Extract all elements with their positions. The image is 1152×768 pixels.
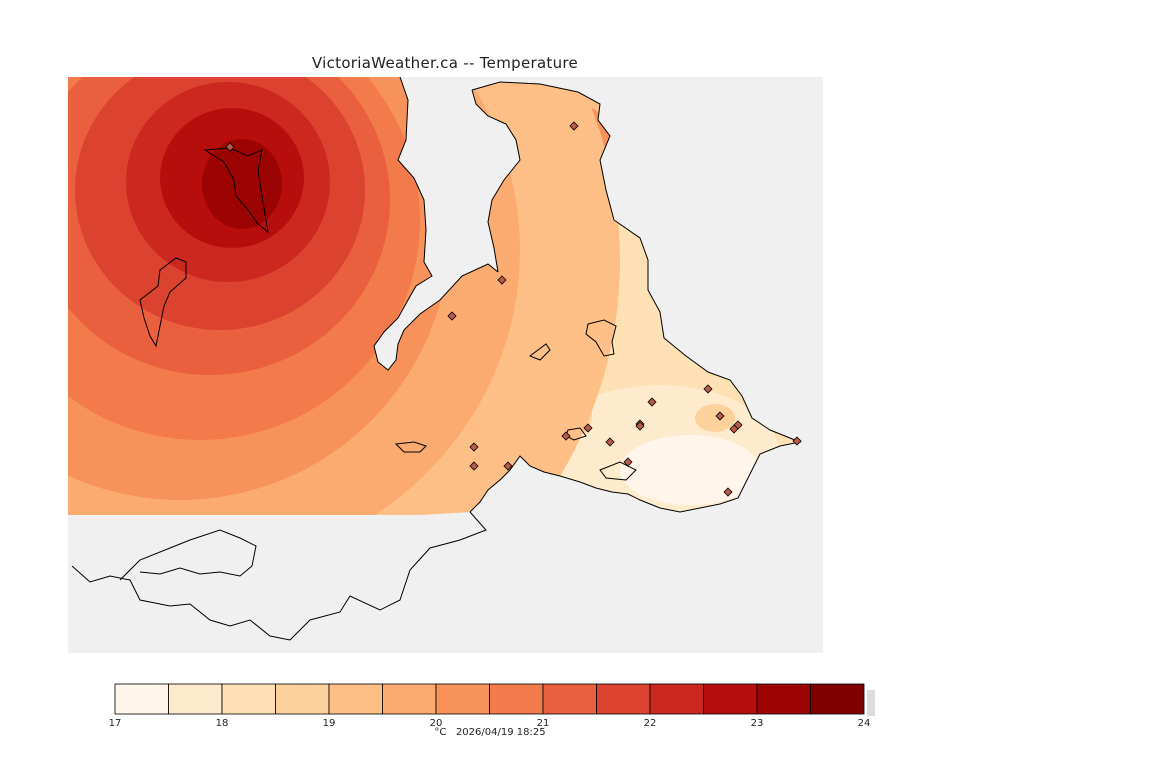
legend-tick-label: 23 <box>751 718 764 729</box>
legend-swatch <box>275 683 330 715</box>
station-marker[interactable] <box>647 397 657 407</box>
legend-swatch <box>221 683 276 715</box>
temperature-field <box>68 77 800 515</box>
unit-label: °C <box>434 727 447 738</box>
map-title: VictoriaWeather.ca -- Temperature <box>311 54 579 72</box>
legend-swatches <box>114 683 865 715</box>
legend-swatch <box>114 683 169 715</box>
station-marker[interactable] <box>703 384 713 394</box>
station-marker[interactable] <box>503 461 513 471</box>
legend-swatch <box>649 683 704 715</box>
legend-swatch <box>435 683 490 715</box>
legend-tick-label: 22 <box>644 718 657 729</box>
legend-swatch <box>168 683 223 715</box>
station-marker[interactable] <box>792 436 802 446</box>
legend-swatch <box>382 683 437 715</box>
legend-tick-label: 24 <box>858 718 871 729</box>
legend-swatch <box>542 683 597 715</box>
legend-caption: °C 2026/04/19 18:25 <box>0 727 980 738</box>
station-marker[interactable] <box>623 457 633 467</box>
station-marker[interactable] <box>723 487 733 497</box>
station-marker[interactable] <box>447 311 457 321</box>
legend-swatch <box>756 683 811 715</box>
station-marker[interactable] <box>469 461 479 471</box>
coastline <box>71 76 802 641</box>
legend-shadow <box>867 690 875 716</box>
legend-swatch <box>703 683 758 715</box>
station-marker[interactable] <box>583 423 593 433</box>
legend-tick-label: 17 <box>109 718 122 729</box>
station-marker[interactable] <box>569 121 579 131</box>
station-marker[interactable] <box>635 421 645 431</box>
legend-tick-label: 19 <box>323 718 336 729</box>
legend-swatch <box>596 683 651 715</box>
legend-tick-label: 21 <box>537 718 550 729</box>
legend-swatch <box>810 683 865 715</box>
station-marker[interactable] <box>497 275 507 285</box>
station-marker[interactable] <box>729 424 739 434</box>
legend-tick-label: 20 <box>430 718 443 729</box>
station-marker[interactable] <box>605 437 615 447</box>
legend-ticks: 17 18 19 20 21 22 23 24 <box>109 718 871 729</box>
timestamp: 2026/04/19 18:25 <box>455 727 546 738</box>
legend-tick-label: 18 <box>216 718 229 729</box>
station-marker[interactable] <box>469 442 479 452</box>
legend-swatch <box>328 683 383 715</box>
station-marker[interactable] <box>225 142 235 152</box>
weather-stations[interactable] <box>225 121 802 497</box>
legend-swatch <box>489 683 544 715</box>
station-marker[interactable] <box>715 411 725 421</box>
station-marker[interactable] <box>561 431 571 441</box>
